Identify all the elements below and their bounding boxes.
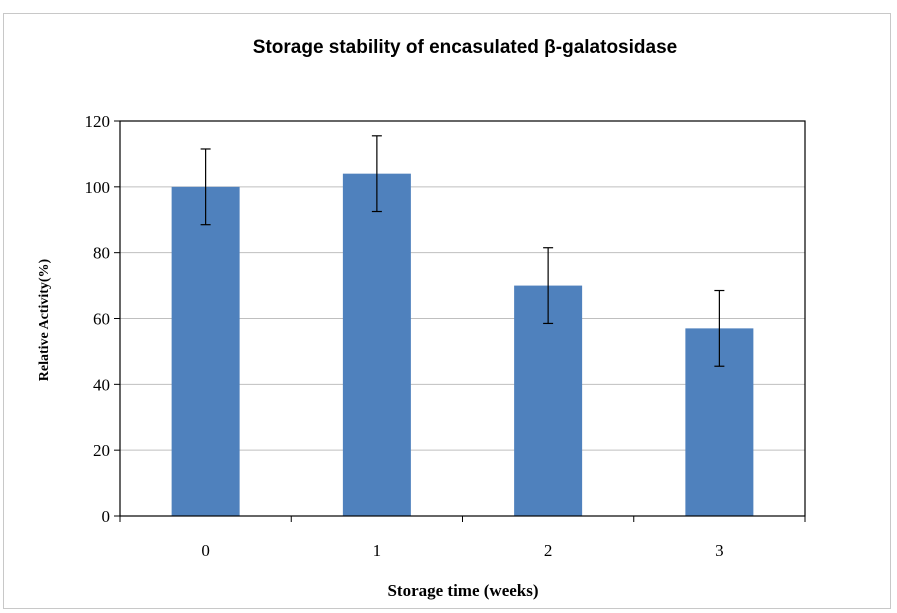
bar	[342, 173, 411, 516]
x-axis-ticks: 0 1 2 3	[119, 516, 806, 560]
x-tick-label: 2	[544, 541, 553, 560]
y-axis-label: Relative Activity(%)	[37, 258, 52, 381]
x-tick-label: 0	[201, 541, 210, 560]
bars	[171, 173, 754, 517]
y-tick-label: 60	[93, 310, 110, 329]
error-bars	[200, 135, 725, 367]
y-tick-label: 0	[102, 507, 111, 526]
y-tick-label: 40	[93, 375, 110, 394]
y-tick-label: 20	[93, 441, 110, 460]
chart-title: Storage stability of encasulated β-galat…	[253, 37, 677, 58]
x-tick-label: 1	[373, 541, 382, 560]
y-tick-label: 120	[85, 112, 111, 131]
y-tick-label: 80	[93, 244, 110, 263]
bar	[171, 186, 240, 517]
y-tick-label: 100	[85, 178, 111, 197]
x-axis-label: Storage time (weeks)	[387, 581, 538, 600]
y-axis-ticks: 0 20 40 60 80 100 120	[85, 112, 120, 526]
x-tick-label: 3	[715, 541, 724, 560]
